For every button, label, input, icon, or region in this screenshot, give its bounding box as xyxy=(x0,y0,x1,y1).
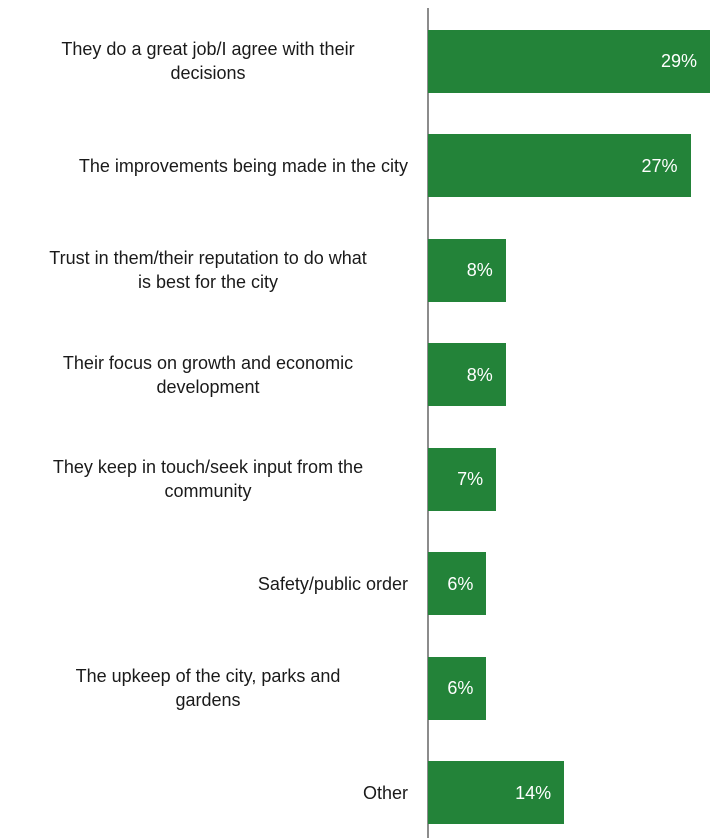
category-label-line: Other xyxy=(362,782,408,803)
bar-value-label: 6% xyxy=(447,573,474,594)
bar-value-label: 8% xyxy=(466,364,493,385)
bar xyxy=(428,238,506,302)
bar-value-label: 27% xyxy=(641,155,678,176)
category-label-line: They do a great job/I agree with their xyxy=(61,39,355,59)
bar-value-label: 7% xyxy=(457,469,484,489)
bar xyxy=(428,761,565,824)
category-label-line: They keep in touch/seek input from the xyxy=(52,457,364,477)
category-label: They do a great job/I agree with their de… xyxy=(8,37,408,85)
category-label: Trust in them/their reputation to do wha… xyxy=(8,246,408,294)
category-label-line: Their focus on growth and economic xyxy=(62,352,354,373)
category-label: Other xyxy=(8,781,408,805)
category-label: They keep in touch/seek input from the co… xyxy=(8,455,408,503)
category-label: The improvements being made in the city xyxy=(8,154,408,178)
bar xyxy=(428,656,487,720)
category-label-line: The improvements being made in the city xyxy=(78,155,408,176)
category-label-line: decisions xyxy=(170,63,246,83)
category-label-line: is best for the city xyxy=(137,272,279,292)
bar xyxy=(428,343,506,406)
category-label-line: Safety/public order xyxy=(257,573,408,594)
bar-value-label: 14% xyxy=(515,782,552,803)
bar-value-label: 6% xyxy=(447,678,474,698)
bar-value-label: 29% xyxy=(660,51,697,71)
category-label: Safety/public order xyxy=(8,572,408,596)
category-label-line: gardens xyxy=(175,690,241,710)
bar xyxy=(428,29,710,93)
bar xyxy=(428,134,691,197)
bar xyxy=(428,552,487,615)
bar-value-label: 8% xyxy=(466,260,493,280)
category-label-line: The upkeep of the city, parks and xyxy=(75,666,341,686)
category-label-line: community xyxy=(164,481,252,501)
category-axis-line xyxy=(427,8,429,838)
category-label-line: development xyxy=(156,376,260,397)
category-label-line: Trust in them/their reputation to do wha… xyxy=(49,248,367,268)
category-label: The upkeep of the city, parks and gardens xyxy=(8,664,408,712)
category-label: Their focus on growth and economic develo… xyxy=(8,351,408,399)
bar xyxy=(428,447,497,511)
